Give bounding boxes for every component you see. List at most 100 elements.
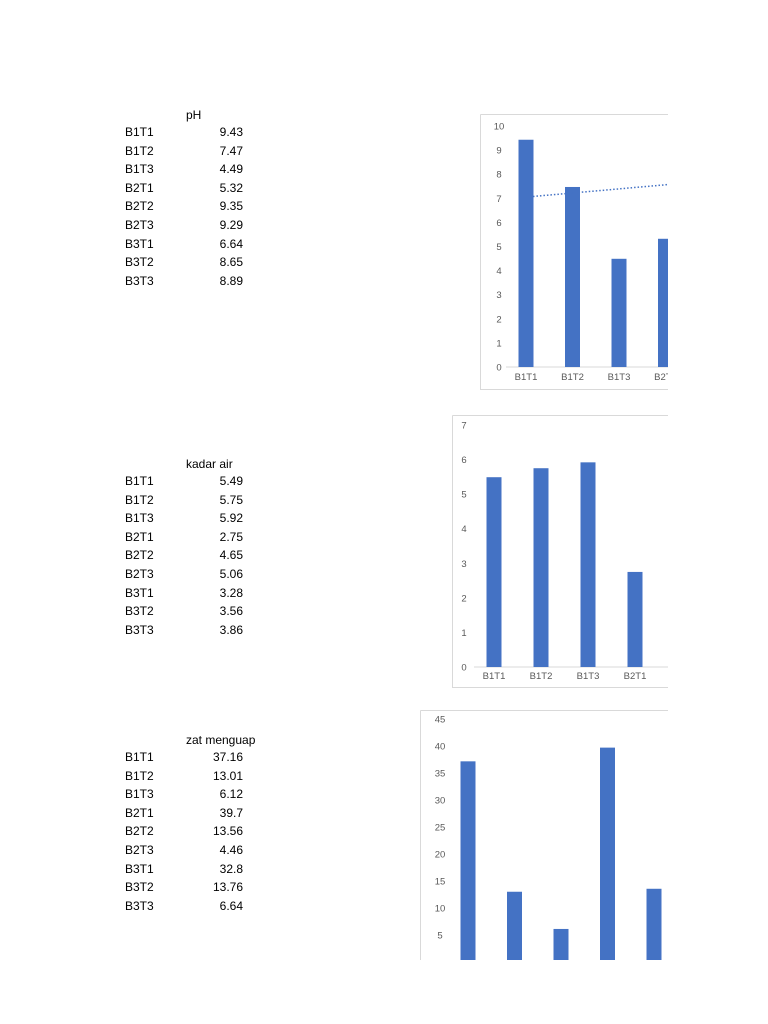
table-row: B3T2 13.76	[0, 880, 300, 898]
bar	[646, 888, 662, 960]
y-tick-label: 10	[494, 122, 505, 133]
table-row: B2T2 4.65	[0, 548, 300, 566]
row-value: 8.65	[219, 255, 243, 270]
y-tick-label: 0	[461, 663, 466, 674]
chart-ph: 0 1 2 3 4 5 6 7 8 9 10 B1T1 B1T2 B1T3 B2T1	[480, 114, 668, 390]
y-tick-label: 2	[461, 593, 466, 604]
y-tick-label: 7	[461, 421, 466, 432]
bar	[460, 761, 476, 960]
dataset-header: zat menguap	[186, 733, 256, 747]
x-tick-label: B1T2	[530, 671, 553, 682]
y-tick-label: 20	[435, 850, 446, 861]
table-row: B3T2 8.65	[0, 255, 300, 273]
table-row: B3T3 3.86	[0, 623, 300, 641]
row-label: B2T3	[125, 843, 154, 857]
row-label: B2T1	[125, 529, 154, 544]
table-row: B1T2 5.75	[0, 493, 300, 511]
row-value: 32.8	[219, 861, 243, 876]
table-row: B1T1 37.16	[0, 750, 300, 768]
row-value: 4.46	[219, 843, 243, 857]
row-value: 37.16	[212, 750, 243, 764]
y-tick-label: 5	[437, 931, 442, 942]
y-tick-label: 6	[461, 455, 466, 466]
y-tick-label: 10	[435, 904, 446, 915]
chart-kadar-air: 0 1 2 3 4 5 6 7 B1T1 B1T2 B1T3 B2T1	[452, 415, 668, 688]
bar	[486, 477, 502, 667]
table-row: B2T1 2.75	[0, 530, 300, 548]
y-tick-label: 3	[461, 559, 466, 570]
row-value: 9.29	[219, 218, 243, 232]
bar	[627, 571, 643, 667]
bar	[507, 891, 522, 960]
row-label: B1T1	[125, 474, 154, 488]
y-tick-label: 30	[435, 796, 446, 807]
row-value: 13.56	[212, 824, 243, 839]
row-label: B1T2	[125, 768, 154, 783]
table-row: B1T3 6.12	[0, 787, 300, 805]
row-label: B1T3	[125, 511, 154, 526]
row-label: B3T1	[125, 585, 154, 600]
row-value: 5.92	[219, 511, 243, 526]
table-row: B2T1 5.32	[0, 181, 300, 199]
row-value: 6.64	[219, 236, 243, 251]
row-label: B2T3	[125, 567, 154, 581]
y-tick-label: 40	[435, 742, 446, 753]
y-tick-label: 6	[496, 218, 501, 229]
x-tick-label: B1T3	[608, 372, 631, 383]
bar	[565, 186, 580, 367]
x-tick-label: B2T1	[654, 372, 668, 383]
trendline	[525, 183, 668, 198]
table-row: B3T1 3.28	[0, 586, 300, 604]
row-value: 3.86	[219, 622, 243, 637]
row-label: B2T2	[125, 824, 154, 839]
row-value: 39.7	[219, 805, 243, 820]
table-row: B2T3 4.46	[0, 843, 300, 861]
y-tick-label: 7	[496, 194, 501, 205]
row-label: B2T1	[125, 805, 154, 820]
y-tick-label: 2	[496, 314, 501, 325]
row-value: 2.75	[219, 529, 243, 544]
chart-svg: 51015202530354045B1T1B1T2B1T3B2T1B2T2	[420, 710, 668, 960]
table-row: B3T1 6.64	[0, 237, 300, 255]
bar	[518, 139, 534, 367]
table-row: B2T3 9.29	[0, 218, 300, 236]
y-tick-label: 5	[496, 242, 501, 253]
table-row: B1T3 4.49	[0, 162, 300, 180]
y-tick-label: 4	[461, 524, 466, 535]
bar	[553, 928, 569, 960]
row-value: 5.06	[219, 567, 243, 581]
row-value: 7.47	[219, 143, 243, 158]
y-tick-label: 25	[435, 823, 446, 834]
row-value: 8.89	[219, 273, 243, 288]
row-label: B3T2	[125, 880, 154, 895]
bar	[658, 238, 668, 367]
row-value: 5.49	[219, 474, 243, 488]
row-label: B3T2	[125, 255, 154, 270]
row-label: B3T2	[125, 604, 154, 619]
row-label: B2T1	[125, 180, 154, 195]
row-value: 5.32	[219, 180, 243, 195]
table-row: B3T2 3.56	[0, 604, 300, 622]
chart-svg: 0 1 2 3 4 5 6 7 B1T1 B1T2 B1T3 B2T1	[452, 415, 668, 688]
row-value: 13.76	[212, 880, 243, 895]
row-value: 5.75	[219, 492, 243, 507]
y-tick-label: 9	[496, 146, 501, 157]
table-row: B2T2 9.35	[0, 199, 300, 217]
bar	[611, 258, 627, 367]
table-row: B1T1 9.43	[0, 125, 300, 143]
x-tick-label: B1T1	[515, 372, 538, 383]
y-tick-label: 1	[496, 338, 501, 349]
row-value: 3.56	[219, 604, 243, 619]
row-label: B1T3	[125, 787, 154, 802]
row-label: B1T1	[125, 750, 154, 764]
table-row: B1T2 13.01	[0, 769, 300, 787]
row-label: B2T3	[125, 218, 154, 232]
bar	[533, 468, 549, 667]
y-tick-label: 1	[461, 628, 466, 639]
x-tick-label: B2T1	[624, 671, 647, 682]
y-tick-label: 3	[496, 290, 501, 301]
dataset-header: pH	[186, 108, 202, 122]
row-label: B3T3	[125, 622, 154, 637]
table-row: B2T2 13.56	[0, 824, 300, 842]
x-tick-label: B1T2	[561, 372, 584, 383]
